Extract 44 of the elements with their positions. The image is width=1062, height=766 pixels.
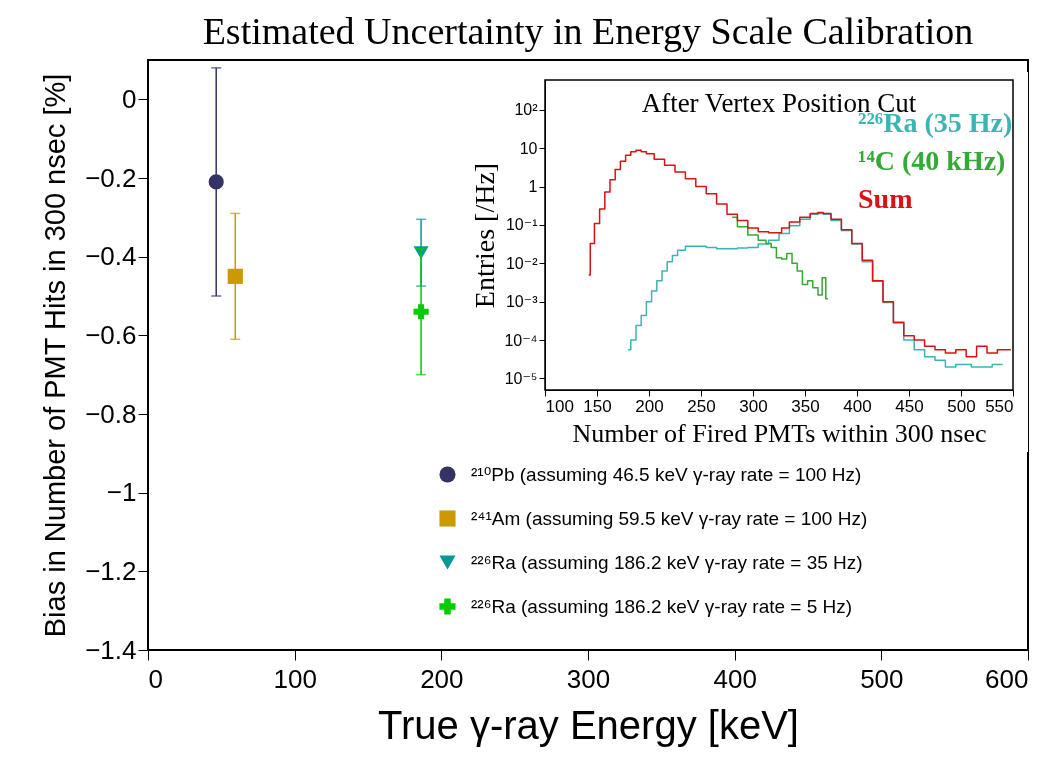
x-tick-label: 500 (860, 663, 904, 694)
y-tick-label: 1 (528, 178, 538, 196)
x-tick-label: 350 (791, 396, 820, 416)
x-tick-label: 200 (635, 396, 664, 416)
legend-label: ²⁴¹Am (assuming 59.5 keV γ-ray rate = 100 Hz) (471, 507, 868, 529)
x-tick-label: 0 (148, 663, 163, 694)
legend-label: ²²⁶Ra (assuming 186.2 keV γ-ray rate = 35 Hz) (471, 551, 863, 573)
y-tick-label: −0.8 (85, 398, 137, 429)
y-tick-label: −1 (106, 477, 137, 508)
x-axis-title: True γ-ray Energy [keV] (378, 702, 799, 747)
x-tick-label: 400 (713, 663, 757, 694)
y-tick-label: −0.4 (85, 241, 137, 272)
y-tick-label: 10⁻² (505, 254, 539, 272)
chart-title: Estimated Uncertainty in Energy Scale Calibration (202, 10, 974, 52)
y-tick-label: 10⁻⁵ (504, 369, 538, 387)
series-label: Sum (858, 183, 913, 214)
y-tick-label: 10⁻⁴ (504, 331, 538, 349)
x-tick-label: 300 (566, 663, 611, 694)
text: ¹⁴C (40 kHz) (858, 145, 1006, 176)
x-tick-label: 100 (273, 663, 317, 694)
x-tick-label: 550 (985, 396, 1014, 416)
x-tick-label: 400 (843, 396, 872, 416)
y-tick-label: 10⁻¹ (505, 216, 538, 234)
y-tick-label: 10 (519, 139, 538, 157)
legend-label: ²¹⁰Pb (assuming 46.5 keV γ-ray rate = 100 Hz) (471, 463, 862, 485)
y-tick-label: 10⁻³ (505, 293, 539, 311)
x-tick-label: 200 (420, 663, 464, 694)
x-tick-label: 500 (947, 396, 976, 416)
legend-label: ²²⁶Ra (assuming 186.2 keV γ-ray rate = 5 Hz) (471, 595, 853, 617)
y-tick-label: 0 (122, 83, 137, 114)
y-tick-label: −0.6 (85, 319, 137, 350)
x-tick-label: 300 (739, 396, 768, 416)
y-tick-label: 10² (514, 101, 539, 119)
x-tick-label: 600 (985, 663, 1029, 694)
y-axis-title: Entries [/Hz] (469, 162, 501, 309)
y-axis-title: Bias in Number of PMT Hits in 300 nsec [%] (39, 73, 72, 638)
y-tick-label: −0.2 (85, 162, 137, 193)
x-tick-label: 250 (687, 396, 716, 416)
x-axis-title: Number of Fired PMTs within 300 nsec (572, 418, 987, 448)
x-tick-label: 450 (895, 396, 924, 416)
x-tick-label: 150 (583, 396, 612, 416)
y-tick-label: −1.2 (85, 555, 137, 586)
x-tick-label: 100 (545, 396, 574, 416)
y-tick-label: −1.4 (85, 634, 137, 665)
